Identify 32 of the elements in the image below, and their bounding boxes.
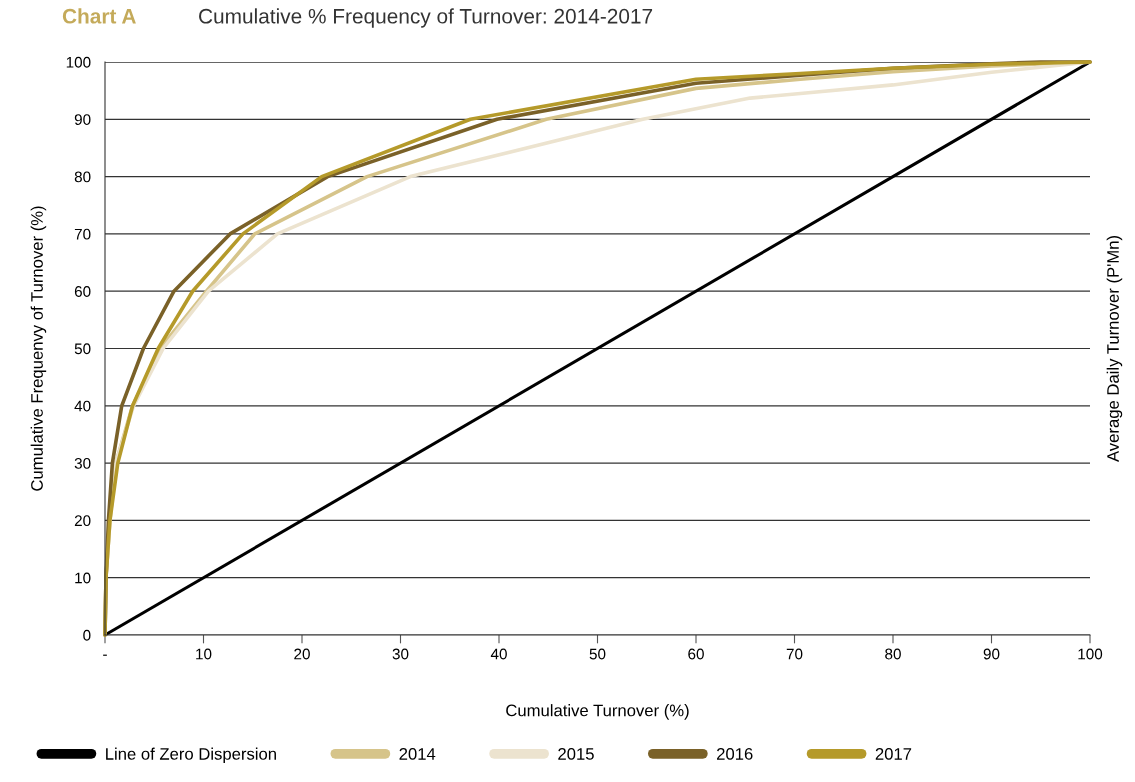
legend-label: 2016 [717, 747, 753, 760]
legend-label: 2017 [875, 747, 912, 760]
y-tick-label: 20 [74, 515, 91, 527]
y2-axis-title: Average Daily Turnover (P'Mn) [1106, 236, 1123, 462]
chart-subtitle: Cumulative % Frequency of Turnover: 2014-2017 [199, 8, 653, 28]
x-tick-label: 90 [983, 648, 1000, 660]
y-tick-label: 70 [74, 228, 91, 240]
x-tick-label: 100 [1078, 648, 1103, 660]
y-tick-label: 0 [83, 629, 91, 641]
x-tick-label: 60 [688, 648, 704, 660]
legend-label: 2015 [558, 747, 594, 760]
x-tick-label: 70 [786, 648, 803, 660]
x-tick-label: 50 [589, 648, 606, 660]
y-tick-label: 100 [66, 56, 91, 68]
x-tick-label: 40 [490, 648, 507, 660]
y-tick-label: 10 [75, 572, 91, 584]
x-tick-label: 20 [294, 648, 310, 660]
y-tick-label: 50 [74, 343, 91, 355]
y-tick-label: 90 [74, 114, 91, 125]
y-tick-label: 30 [74, 457, 91, 469]
x-tick-label: - [103, 654, 107, 656]
chart-title: Chart A [62, 8, 136, 24]
x-tick-label: 80 [885, 648, 901, 660]
y-tick-label: 60 [74, 286, 91, 297]
x-axis-title: Cumulative Turnover (%) [506, 704, 689, 720]
legend-label: Line of Zero Dispersion [106, 747, 276, 764]
x-tick-label: 10 [196, 648, 212, 660]
y-axis-title: Cumulative Frequenvy of Turnover (%) [30, 206, 47, 491]
x-tick-label: 30 [392, 648, 409, 660]
y-tick-label: 80 [74, 171, 91, 183]
y-tick-label: 40 [74, 400, 91, 412]
legend-label: 2014 [399, 747, 436, 760]
